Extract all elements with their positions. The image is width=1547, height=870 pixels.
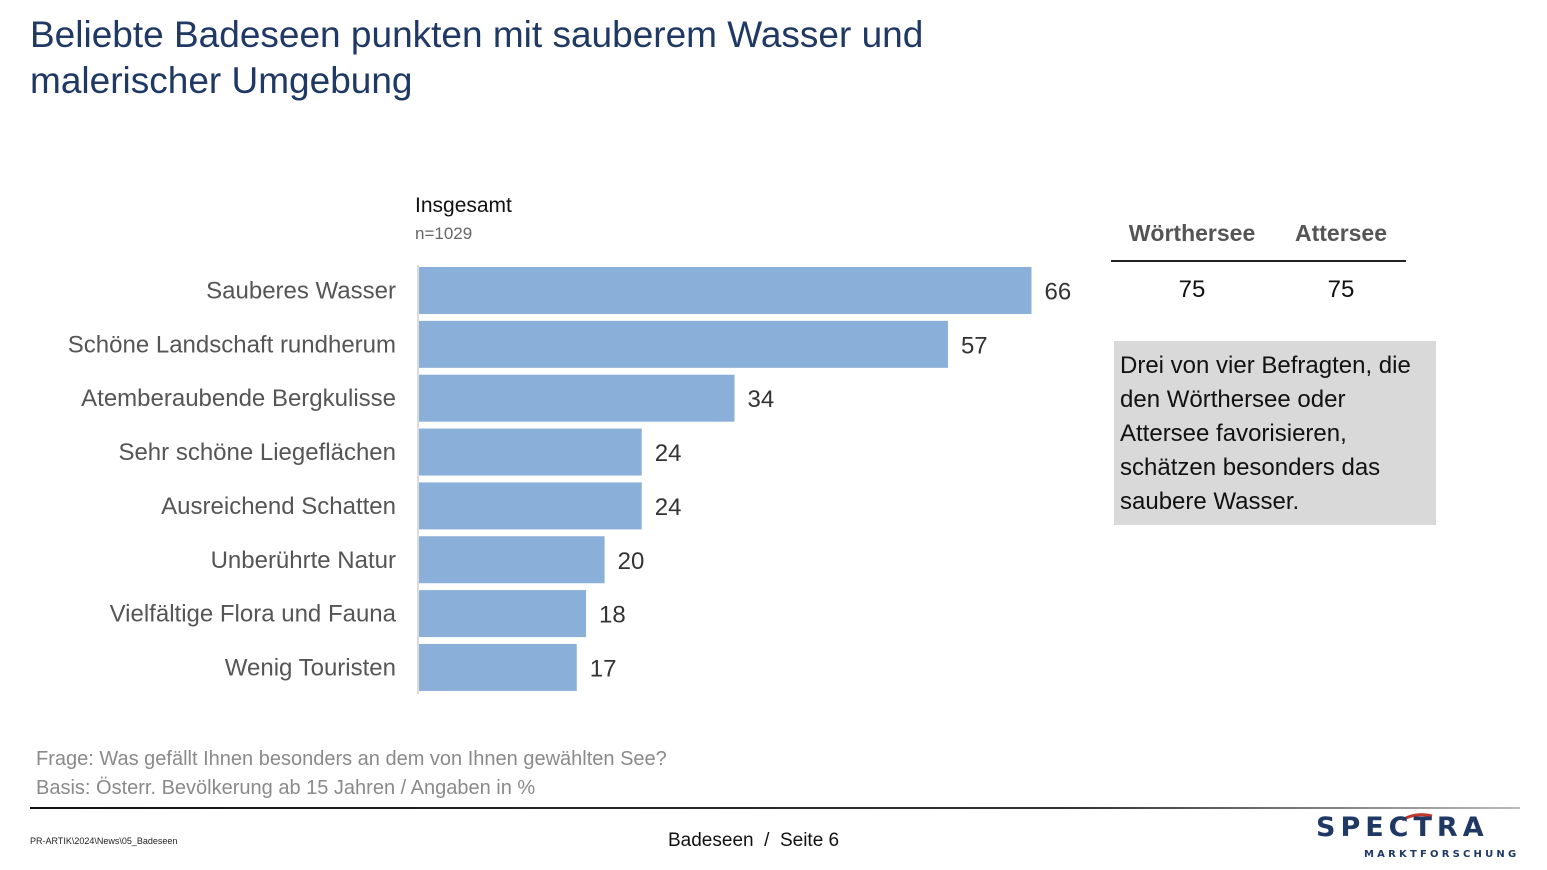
comparison-value-woerthersee: 75	[1178, 276, 1206, 303]
data-label: 66	[1044, 279, 1071, 306]
bar	[419, 428, 642, 476]
category-label: Atemberaubende Bergkulisse	[81, 385, 396, 412]
footnote-basis: Basis: Österr. Bevölkerung ab 15 Jahren …	[36, 777, 536, 799]
footnote-question: Frage: Was gefällt Ihnen besonders an de…	[36, 748, 667, 770]
chart-header-sample: n=1029	[415, 224, 473, 243]
bar	[419, 536, 605, 584]
comparison-divider	[1111, 260, 1406, 262]
bar	[419, 267, 1032, 314]
comparison-header-attersee: Attersee	[1294, 220, 1388, 246]
page-title: Beliebte Badeseen punkten mit sauberem W…	[30, 14, 924, 101]
spectra-logo: SPECTRA MARKTFORSCHUNG	[1316, 812, 1526, 864]
category-label: Schöne Landschaft rundherum	[68, 331, 396, 358]
logo-subtitle: MARKTFORSCHUNG	[1364, 849, 1520, 860]
comparison-header-woerthersee: Wörthersee	[1128, 220, 1256, 246]
data-label: 20	[618, 548, 645, 575]
category-label: Unberührte Natur	[211, 547, 396, 574]
category-label: Sehr schöne Liegeflächen	[118, 439, 396, 466]
footer-divider	[30, 807, 1520, 809]
footer-page-indicator: Badeseen / Seite 6	[668, 830, 840, 851]
bar-chart: Sauberes Wasser 66 Schöne Landschaft rundh…	[68, 265, 1071, 694]
data-label: 24	[655, 440, 682, 467]
bar	[419, 643, 577, 691]
category-label: Sauberes Wasser	[206, 278, 396, 305]
category-label: Wenig Touristen	[225, 654, 396, 681]
chart-header: Insgesamt n=1029	[415, 194, 512, 244]
category-label: Vielfältige Flora und Fauna	[110, 601, 397, 628]
data-label: 18	[599, 602, 626, 629]
data-label: 17	[590, 655, 617, 682]
bar	[419, 590, 587, 638]
footer-file-path: PR-ARTIK\2024\News\05_Badeseen	[30, 836, 178, 846]
data-label: 57	[961, 332, 988, 359]
bar	[419, 374, 735, 422]
chart-header-title: Insgesamt	[415, 194, 512, 217]
insight-note: Drei von vier Befragten, die den Wörther…	[1114, 341, 1436, 525]
data-label: 34	[748, 386, 775, 413]
data-label: 24	[655, 494, 682, 521]
logo-swoosh-icon	[1401, 813, 1433, 822]
bar	[419, 320, 948, 368]
logo-wordmark: SPECTRA	[1316, 812, 1489, 843]
comparison-value-attersee: 75	[1327, 276, 1355, 303]
bar	[419, 482, 642, 530]
category-label: Ausreichend Schatten	[161, 493, 396, 520]
